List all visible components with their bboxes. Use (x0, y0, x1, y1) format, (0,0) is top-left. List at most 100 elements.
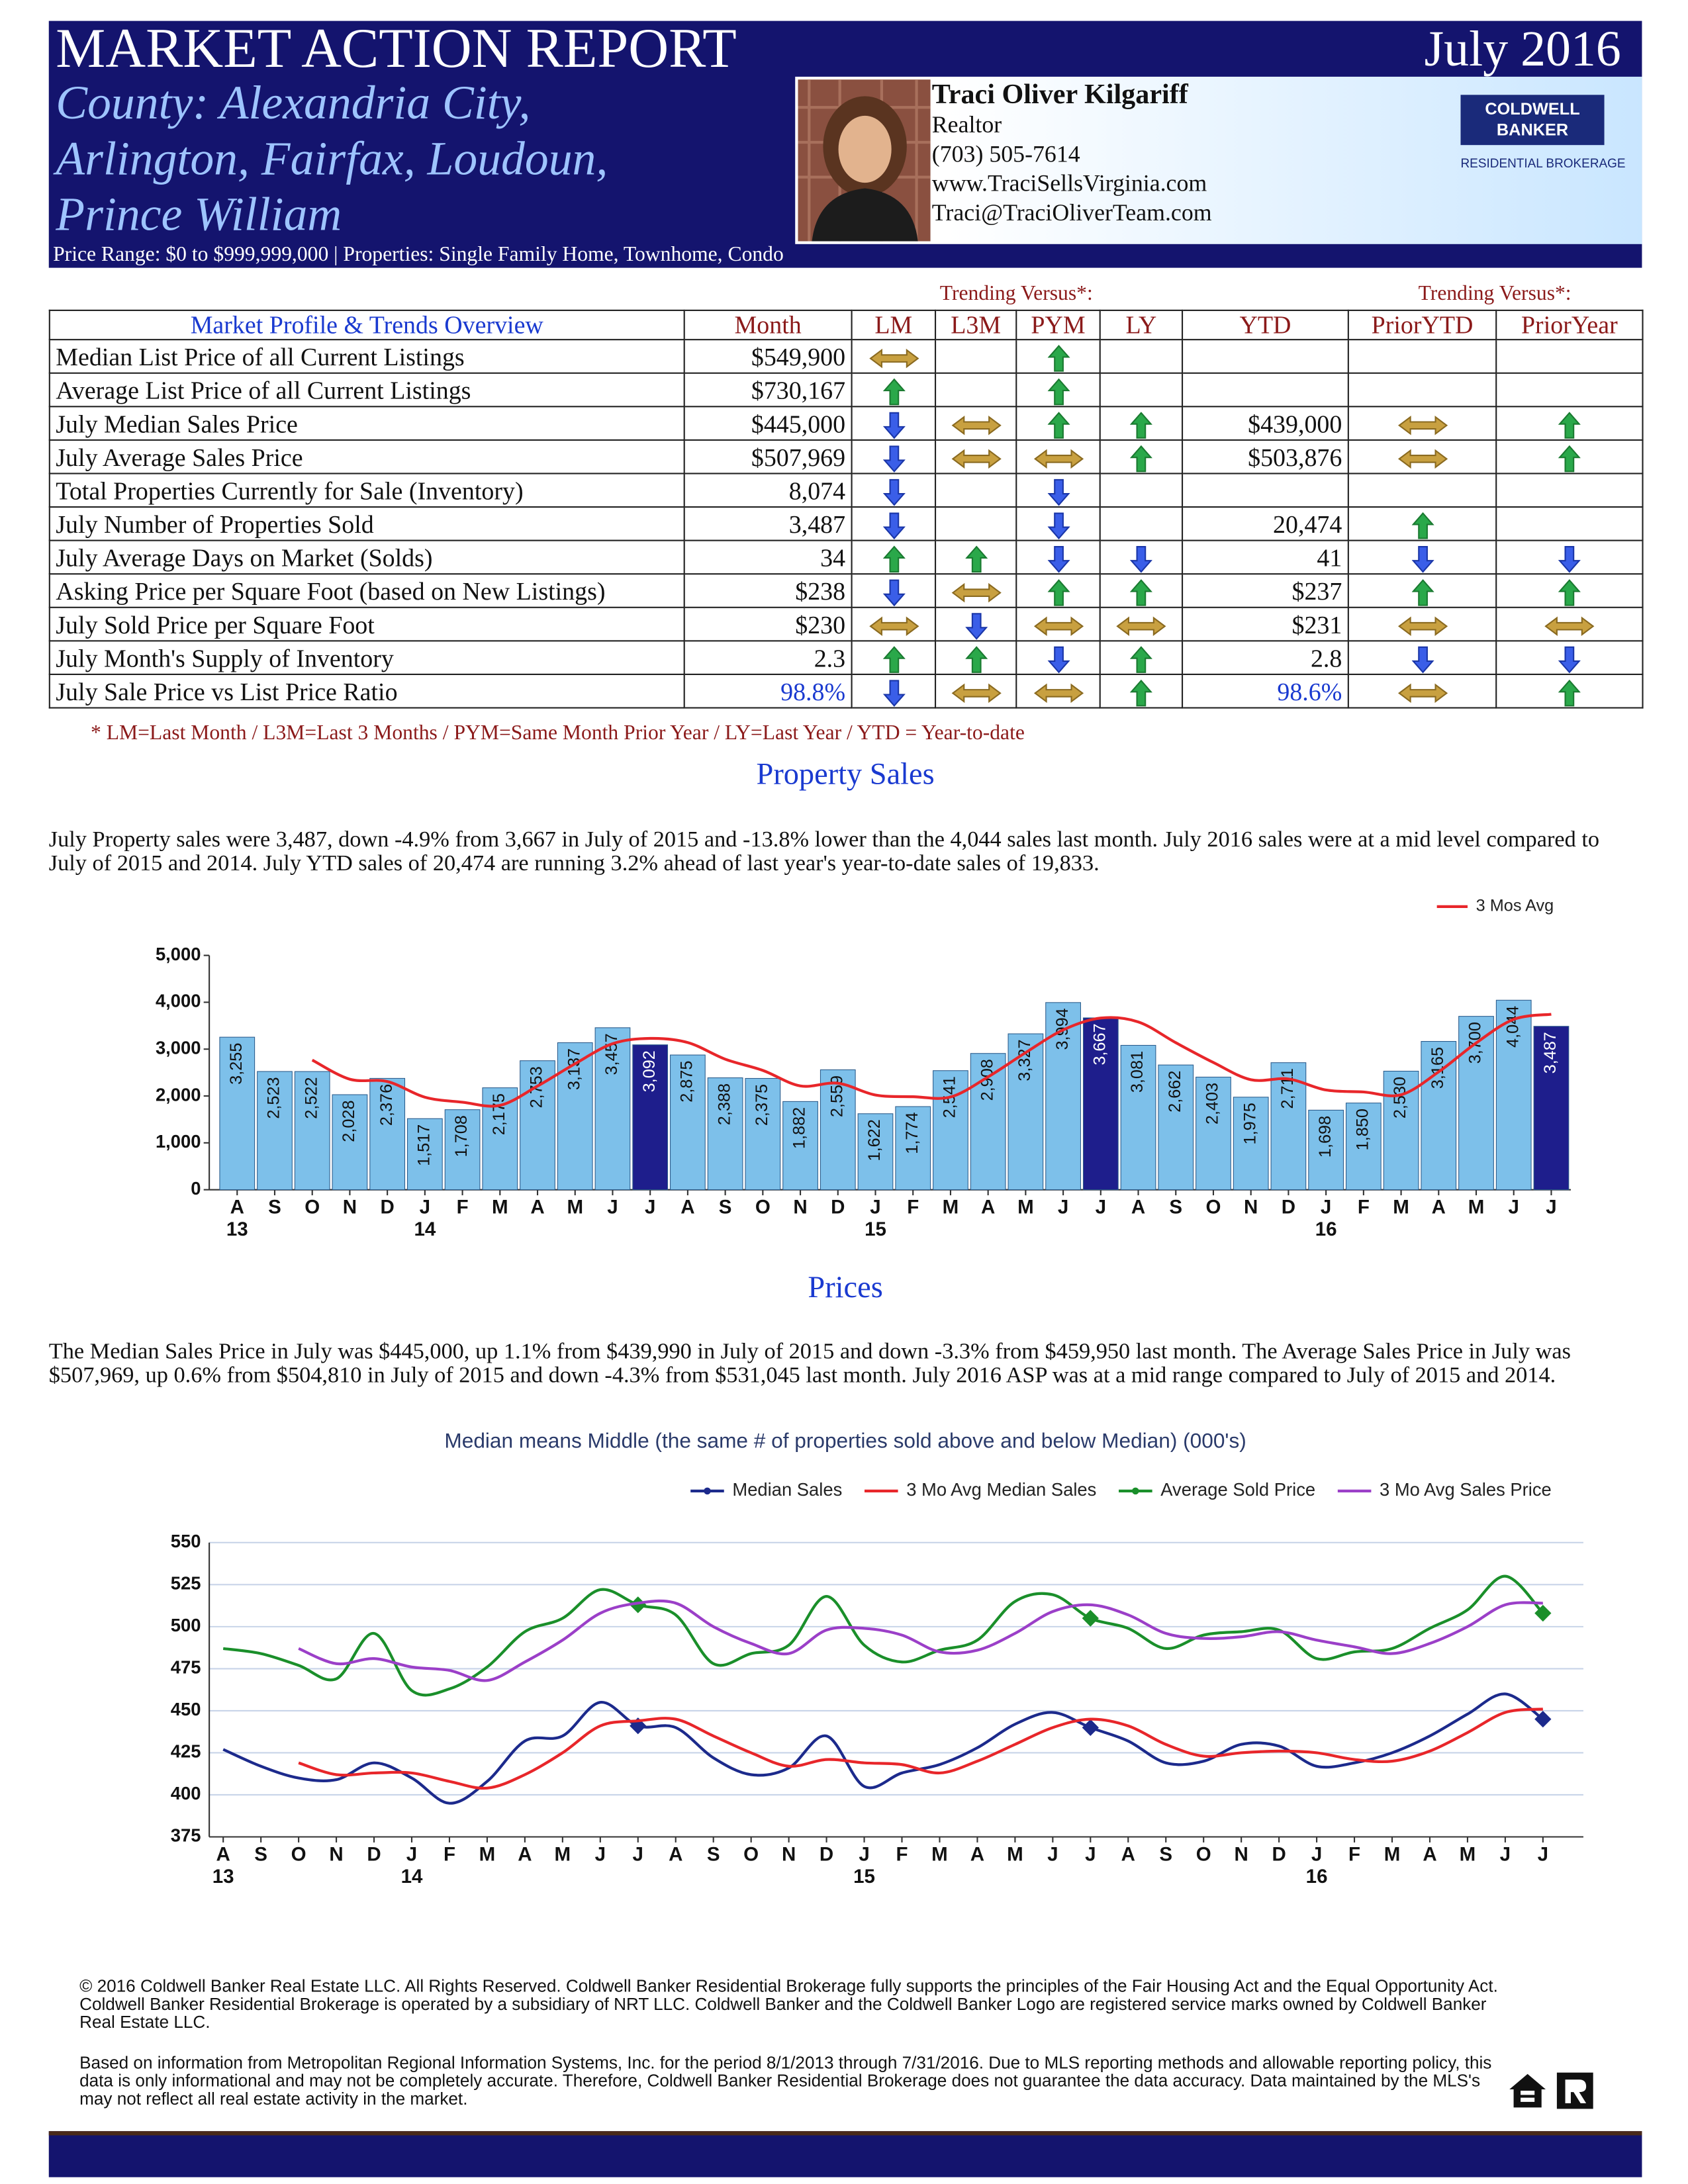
trend-flat-arrow (868, 617, 919, 637)
trend-arrow-shape (1129, 578, 1152, 606)
row-label: July Sold Price per Square Foot (48, 606, 685, 642)
bar-value-label: 2,376 (377, 1084, 396, 1126)
row-label: July Average Sales Price (48, 439, 685, 475)
x-tick-label: M (931, 1843, 948, 1865)
x-tick-label: A (530, 1196, 544, 1218)
header-row: Market Profile & Trends Overview Month LM L… (48, 309, 1644, 341)
table-cell (1495, 372, 1644, 408)
x-tick-label: D (367, 1843, 381, 1865)
table-cell (1182, 339, 1349, 374)
county-line: Arlington, Fairfax, Loudoun, (56, 134, 608, 186)
table-cell: $445,000 (683, 406, 853, 441)
trend-arrow-shape (951, 416, 1001, 436)
footer-text: Based on information from Metropolitan R… (79, 2053, 1492, 2109)
x-tick-label: N (1235, 1843, 1248, 1865)
trend-up-arrow (1129, 578, 1152, 606)
bar (895, 1106, 931, 1191)
table-cell: $230 (683, 606, 853, 642)
trend-down-arrow (1047, 512, 1070, 539)
table-cell (1099, 539, 1184, 575)
table-cell: 20,474 (1182, 506, 1349, 541)
table-cell (1347, 673, 1497, 709)
trend-arrow-shape (1411, 578, 1434, 606)
column-header: LY (1099, 309, 1184, 341)
table-cell (1015, 673, 1101, 709)
bar (1082, 1017, 1119, 1191)
column-header: LM (851, 309, 937, 341)
trend-up-arrow (964, 545, 988, 572)
x-tick-label: S (254, 1843, 267, 1865)
trend-arrow-shape (1047, 412, 1070, 439)
trend-down-arrow (964, 613, 988, 640)
x-tick-label: D (380, 1196, 394, 1218)
row-label: July Average Days on Market (Solds) (48, 539, 685, 575)
table-cell: 41 (1182, 539, 1349, 575)
series-marker (1082, 1610, 1099, 1627)
bar (782, 1101, 818, 1191)
table-cell (1015, 606, 1101, 642)
table-cell (1347, 539, 1497, 575)
trend-arrow-shape (1558, 412, 1581, 439)
y-tick-label: 5,000 (156, 944, 201, 964)
trend-up-arrow (1129, 646, 1152, 673)
logo-line: BANKER (1496, 120, 1569, 140)
x-tick-label: A (680, 1196, 694, 1218)
x-tick-label: J (406, 1843, 417, 1865)
trend-arrow-shape (1558, 679, 1581, 707)
table-cell (1347, 506, 1497, 541)
trend-arrow-shape (1033, 617, 1084, 637)
column-header: PYM (1015, 309, 1101, 341)
photo-face (838, 115, 892, 183)
bar-value-label: 2,559 (827, 1075, 846, 1117)
agent-role: Realtor (931, 111, 1002, 138)
row-label: Median List Price of all Current Listing… (48, 339, 685, 374)
trend-flat-arrow (1544, 617, 1595, 637)
trend-down-arrow (1047, 646, 1070, 673)
table-cell (934, 372, 1017, 408)
table-row: Median List Price of all Current Listing… (48, 339, 1644, 374)
trend-up-arrow (882, 646, 905, 673)
table-cell (1099, 372, 1184, 408)
brand-logo: COLDWELL BANKER (1460, 95, 1605, 146)
bar (1308, 1109, 1344, 1191)
row-label: July Sale Price vs List Price Ratio (48, 673, 685, 709)
table-cell (1495, 339, 1644, 374)
x-tick-label: M (567, 1196, 583, 1218)
bar-value-label: 2,530 (1391, 1077, 1409, 1118)
bar (857, 1113, 894, 1191)
table-cell (934, 573, 1017, 608)
trend-flat-arrow (1397, 416, 1448, 436)
table-cell: $439,000 (1182, 406, 1349, 441)
legend-marker (704, 1487, 711, 1495)
trend-arrow-shape (1129, 412, 1152, 439)
logo-line: COLDWELL (1485, 99, 1580, 119)
bar-value-label: 3,327 (1015, 1039, 1034, 1081)
trend-up-arrow (1047, 412, 1070, 439)
table-cell (1099, 406, 1184, 441)
trend-up-arrow (1129, 412, 1152, 439)
row-label: July Month's Supply of Inventory (48, 640, 685, 676)
column-header: Market Profile & Trends Overview (48, 309, 685, 341)
table-cell (1495, 640, 1644, 676)
table-cell: $730,167 (683, 372, 853, 408)
trend-arrow-shape (1047, 578, 1070, 606)
bar (257, 1071, 293, 1191)
x-tick-label: J (645, 1196, 655, 1218)
trend-up-arrow (964, 646, 988, 673)
bar (1045, 1002, 1081, 1191)
bar-value-label: 2,523 (265, 1077, 283, 1118)
x-tick-label: N (343, 1196, 357, 1218)
x-tick-label: J (1058, 1196, 1068, 1218)
x-tick-label: J (1311, 1843, 1322, 1865)
bar-value-label: 1,774 (903, 1112, 921, 1154)
x-tick-label: J (1085, 1843, 1096, 1865)
bar-value-label: 2,662 (1166, 1071, 1184, 1113)
trend-down-arrow (1558, 646, 1581, 673)
table-cell (851, 606, 937, 642)
legend-marker (1132, 1487, 1139, 1495)
trend-arrow-shape (1033, 449, 1084, 469)
table-cell (1099, 673, 1184, 709)
table-cell (851, 339, 937, 374)
table-cell (1099, 473, 1184, 508)
